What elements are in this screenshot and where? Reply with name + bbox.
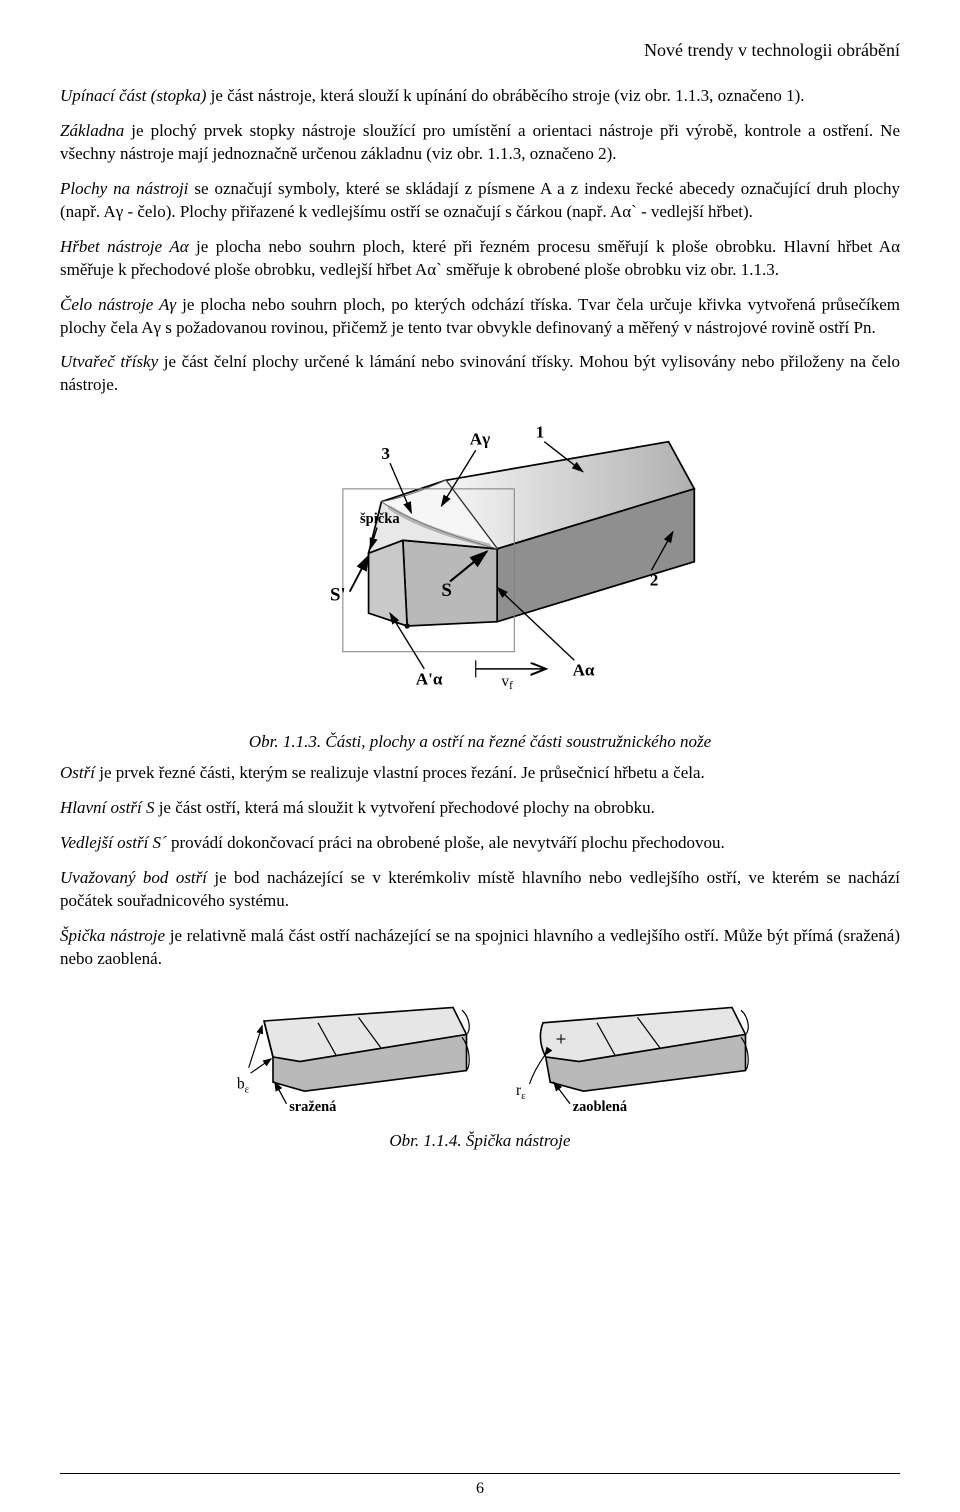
- para-hrbet: Hřbet nástroje Aα je plocha nebo souhrn …: [60, 236, 900, 282]
- text: je prvek řezné části, kterým se realizuj…: [95, 763, 705, 782]
- term-uvazovany-bod: Uvažovaný bod ostří: [60, 868, 207, 887]
- label-zaoblena: zaoblená: [573, 1099, 627, 1115]
- term-zakladna: Základna: [60, 121, 124, 140]
- figure-1-svg: Aγ 1 3 špička S' S 2 A'α Aα: [240, 411, 720, 721]
- para-hlavni-ostri: Hlavní ostří S je část ostří, která má s…: [60, 797, 900, 820]
- label-Sprime: S': [330, 585, 346, 606]
- term-upinaci: Upínací část (stopka): [60, 86, 206, 105]
- label-3: 3: [381, 444, 390, 463]
- figure-2-caption: Obr. 1.1.4. Špička nástroje: [60, 1131, 900, 1151]
- text: je relativně malá část ostří nacházející…: [60, 926, 900, 968]
- term-hlavni-ostri: Hlavní ostří S: [60, 798, 154, 817]
- para-spicka: Špička nástroje je relativně malá část o…: [60, 925, 900, 971]
- page: Nové trendy v technologii obrábění Upína…: [0, 0, 960, 1512]
- para-utvarec: Utvařeč třísky je část čelní plochy urče…: [60, 351, 900, 397]
- figure-1-caption: Obr. 1.1.3. Části, plochy a ostří na řez…: [60, 732, 900, 752]
- label-be: bε: [237, 1075, 250, 1095]
- para-upinaci: Upínací část (stopka) je část nástroje, …: [60, 85, 900, 108]
- term-vedlejsi-ostri: Vedlejší ostří S´: [60, 833, 167, 852]
- label-S: S: [441, 580, 451, 601]
- label-re: rε: [516, 1082, 526, 1102]
- label-vf: vf: [501, 673, 513, 692]
- text: je část nástroje, která slouží k upínání…: [206, 86, 804, 105]
- term-ostri: Ostří: [60, 763, 95, 782]
- label-2: 2: [650, 571, 659, 590]
- term-spicka: Špička nástroje: [60, 926, 165, 945]
- para-uvazovany-bod: Uvažovaný bod ostří je bod nacházející s…: [60, 867, 900, 913]
- footer-rule: [60, 1473, 900, 1474]
- term-hrbet: Hřbet nástroje Aα: [60, 237, 189, 256]
- figure-2-svg: bε sražená rε zaoblená: [200, 985, 760, 1120]
- label-Aalpha: Aα: [573, 661, 595, 680]
- para-ostri: Ostří je prvek řezné části, kterým se re…: [60, 762, 900, 785]
- page-number: 6: [0, 1480, 960, 1498]
- para-plochy: Plochy na nástroji se označují symboly, …: [60, 178, 900, 224]
- label-srazena: sražená: [289, 1099, 336, 1115]
- text: je plochý prvek stopky nástroje sloužící…: [60, 121, 900, 163]
- label-spicka: špička: [360, 511, 400, 527]
- figure-1: Aγ 1 3 špička S' S 2 A'α Aα: [60, 411, 900, 726]
- para-celo: Čelo nástroje Aγ je plocha nebo souhrn p…: [60, 294, 900, 340]
- para-vedlejsi-ostri: Vedlejší ostří S´ provádí dokončovací pr…: [60, 832, 900, 855]
- term-utvarec: Utvařeč třísky: [60, 352, 158, 371]
- para-zakladna: Základna je plochý prvek stopky nástroje…: [60, 120, 900, 166]
- label-Agamma: Aγ: [470, 430, 490, 449]
- label-1: 1: [536, 423, 545, 442]
- figure-2: bε sražená rε zaoblená: [60, 985, 900, 1125]
- label-Aprime: A'α: [416, 670, 443, 689]
- text: provádí dokončovací práci na obrobené pl…: [167, 833, 725, 852]
- term-celo: Čelo nástroje Aγ: [60, 295, 176, 314]
- running-header: Nové trendy v technologii obrábění: [60, 40, 900, 61]
- text: je část ostří, která má sloužit k vytvoř…: [154, 798, 654, 817]
- term-plochy: Plochy na nástroji: [60, 179, 188, 198]
- text: je část čelní plochy určené k lámání neb…: [60, 352, 900, 394]
- text: je plocha nebo souhrn ploch, po kterých …: [60, 295, 900, 337]
